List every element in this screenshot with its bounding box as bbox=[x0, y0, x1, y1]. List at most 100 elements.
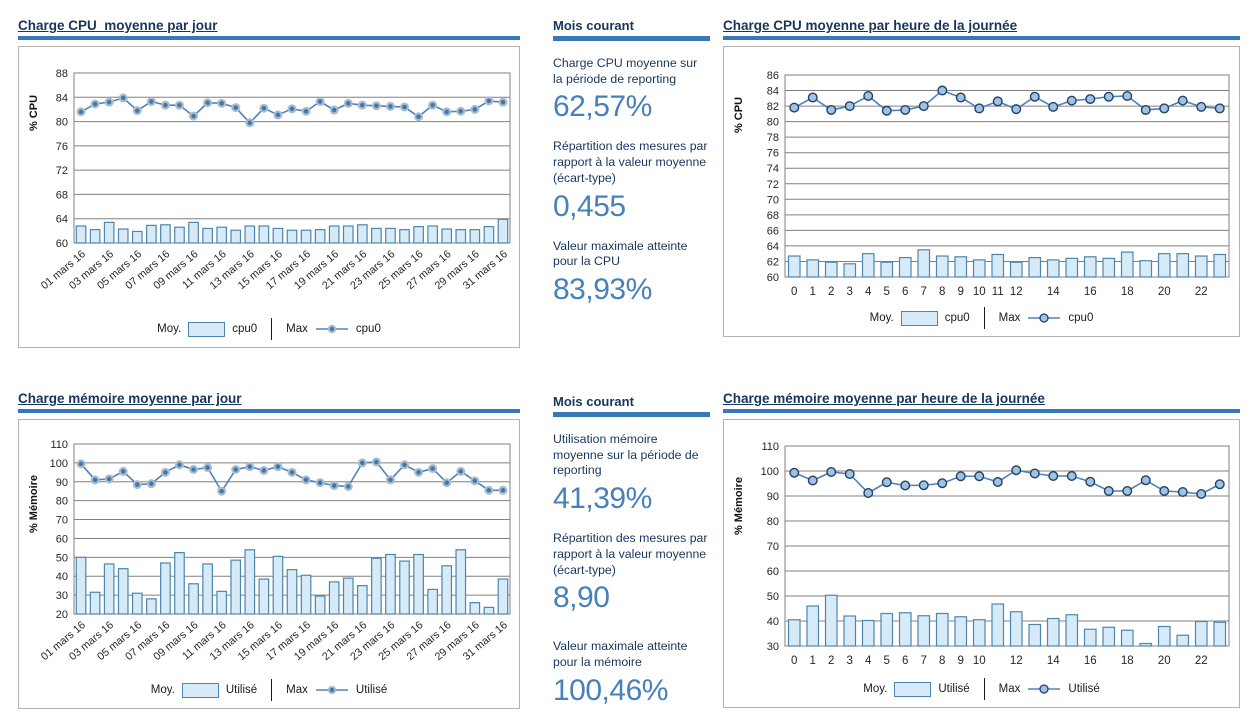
svg-text:80: 80 bbox=[56, 117, 68, 129]
cpu-hour-title-text: Charge CPU moyenne par heure de la journ… bbox=[723, 18, 1018, 33]
legend-divider bbox=[983, 678, 985, 700]
legend-max-series: cpu0 bbox=[1068, 312, 1094, 324]
svg-text:110: 110 bbox=[761, 441, 779, 453]
svg-text:2: 2 bbox=[828, 655, 834, 667]
svg-text:70: 70 bbox=[767, 194, 779, 206]
svg-text:68: 68 bbox=[56, 189, 68, 201]
svg-text:12: 12 bbox=[1010, 286, 1023, 298]
cpu-hour-title: Charge CPU moyenne par heure de la journ… bbox=[723, 18, 1240, 33]
mem-stat-max-value: 100,46% bbox=[553, 673, 668, 707]
line-max-markers bbox=[789, 465, 1225, 499]
line-max-markers bbox=[789, 85, 1225, 116]
mem-day-plot-area: 20 30 40 50 60 70 80 90 100 110% Mémoire 01 mars 1… bbox=[22, 424, 516, 677]
mem-day-legend: Moy. Utilisé Max Utilisé bbox=[151, 679, 387, 708]
svg-text:14: 14 bbox=[1047, 655, 1060, 667]
mem-day-section: Charge mémoire moyenne par jour 20 30 40 50… bbox=[18, 391, 520, 709]
mem-stat-max-label: Valeur maximale atteinte pour la mémoire bbox=[553, 639, 688, 670]
mem-hour-title-text: Charge mémoire moyenne par heure de la j… bbox=[723, 391, 1045, 406]
legend-moy-series: cpu0 bbox=[232, 323, 258, 335]
svg-text:76: 76 bbox=[767, 148, 779, 160]
legend-max-line-glyph bbox=[1027, 311, 1061, 325]
line-max bbox=[793, 89, 1220, 112]
mem-day-chart: 20 30 40 50 60 70 80 90 100 110% Mémoire 01 mars 1… bbox=[18, 419, 520, 709]
mem-hour-title: Charge mémoire moyenne par heure de la j… bbox=[723, 391, 1240, 406]
svg-text:11: 11 bbox=[992, 286, 1004, 298]
cpu-stats-header: Mois courant bbox=[553, 18, 710, 33]
line-max-markers bbox=[76, 457, 508, 496]
svg-text:14: 14 bbox=[1047, 286, 1060, 298]
svg-text:18: 18 bbox=[1121, 286, 1134, 298]
mem-day-title: Charge mémoire moyenne par jour bbox=[18, 391, 520, 406]
bars-moy bbox=[75, 218, 509, 244]
svg-text:40: 40 bbox=[56, 571, 68, 583]
legend-max-line-glyph bbox=[1027, 682, 1061, 696]
svg-text:4: 4 bbox=[865, 655, 872, 667]
svg-text:60: 60 bbox=[56, 533, 68, 545]
svg-text:1: 1 bbox=[810, 655, 816, 667]
cpu-day-chart: 60 64 68 72 76 80 84 88% CPU 01 mars 16 03 mars 1… bbox=[18, 46, 520, 348]
svg-text:5: 5 bbox=[884, 286, 890, 298]
mem-stats-header: Mois courant bbox=[553, 394, 710, 409]
legend-max-series: cpu0 bbox=[355, 323, 381, 335]
svg-text:0: 0 bbox=[791, 655, 797, 667]
legend-max-series: Utilisé bbox=[1068, 683, 1100, 695]
svg-text:1: 1 bbox=[810, 286, 816, 298]
cpu-hour-title-underline bbox=[723, 36, 1240, 40]
svg-text:50: 50 bbox=[56, 552, 68, 564]
svg-text:20: 20 bbox=[1158, 655, 1171, 667]
cpu-stats-panel: Mois courant Charge CPU moyenne sur la p… bbox=[553, 18, 710, 307]
mem-stat-max: Valeur maximale atteinte pour la mémoire… bbox=[553, 639, 710, 707]
svg-text:4: 4 bbox=[865, 286, 872, 298]
cpu-stat-stddev: Répartition des mesures par rapport à la… bbox=[553, 139, 710, 223]
cpu-stat-average-label: Charge CPU moyenne sur la période de rep… bbox=[553, 56, 698, 86]
svg-text:% Mémoire: % Mémoire bbox=[733, 477, 745, 535]
cpu-day-title: Charge CPU moyenne par jour bbox=[18, 18, 520, 33]
legend-max-line-glyph bbox=[315, 322, 349, 336]
svg-text:12: 12 bbox=[1010, 655, 1023, 667]
svg-text:64: 64 bbox=[767, 241, 779, 253]
svg-text:3: 3 bbox=[847, 286, 853, 298]
legend-moy-swatch bbox=[894, 681, 932, 697]
mem-stat-stddev: Répartition des mesures par rapport à la… bbox=[553, 531, 710, 615]
bars-moy bbox=[787, 594, 1227, 647]
bars-moy bbox=[787, 249, 1227, 278]
svg-text:2: 2 bbox=[828, 286, 834, 298]
mem-hour-section: Charge mémoire moyenne par heure de la j… bbox=[723, 391, 1240, 708]
svg-text:60: 60 bbox=[56, 238, 68, 250]
svg-text:3: 3 bbox=[847, 655, 853, 667]
svg-text:76: 76 bbox=[56, 141, 68, 153]
svg-text:9: 9 bbox=[958, 655, 964, 667]
svg-text:50: 50 bbox=[767, 591, 779, 603]
svg-text:6: 6 bbox=[902, 655, 908, 667]
mem-stat-average: Utilisation mémoire moyenne sur la pério… bbox=[553, 432, 710, 516]
svg-text:40: 40 bbox=[767, 616, 779, 628]
svg-text:8: 8 bbox=[939, 286, 945, 298]
svg-text:70: 70 bbox=[56, 515, 68, 527]
legend-moy-swatch bbox=[900, 310, 938, 326]
cpu-stat-stddev-label: Répartition des mesures par rapport à la… bbox=[553, 139, 708, 185]
legend-divider bbox=[271, 318, 273, 340]
mem-stats-panel: Mois courant Utilisation mémoire moyenne… bbox=[553, 394, 710, 708]
cpu-day-section: Charge CPU moyenne par jour 60 64 68 72 76 80… bbox=[18, 18, 520, 348]
cpu-hour-chart: 60 62 64 66 68 70 72 74 76 78 80 82 84 86% CPU 0 1 2 3 4 5 6… bbox=[723, 46, 1240, 337]
svg-text:10: 10 bbox=[973, 655, 986, 667]
cpu-stat-max: Valeur maximale atteinte pour la CPU 83,… bbox=[553, 239, 710, 307]
svg-text:9: 9 bbox=[958, 286, 964, 298]
svg-text:84: 84 bbox=[767, 86, 779, 98]
legend-moy-series: Utilisé bbox=[938, 683, 970, 695]
legend-moy-swatch bbox=[188, 321, 226, 337]
mem-hour-title-underline bbox=[723, 409, 1240, 413]
legend-moy-series: cpu0 bbox=[944, 312, 970, 324]
cpu-day-title-text: Charge CPU moyenne par jour bbox=[18, 18, 218, 33]
mem-day-title-underline bbox=[18, 409, 520, 413]
mem-hour-legend: Moy. Utilisé Max Utilisé bbox=[863, 678, 1100, 707]
svg-text:% CPU: % CPU bbox=[28, 95, 40, 131]
max-line-glyph-svg bbox=[315, 324, 348, 334]
svg-text:60: 60 bbox=[767, 272, 779, 284]
legend-max-label: Max bbox=[286, 323, 308, 335]
cpu-stat-average: Charge CPU moyenne sur la période de rep… bbox=[553, 56, 710, 124]
svg-text:16: 16 bbox=[1084, 286, 1097, 298]
svg-text:80: 80 bbox=[767, 516, 779, 528]
legend-divider bbox=[983, 307, 985, 329]
